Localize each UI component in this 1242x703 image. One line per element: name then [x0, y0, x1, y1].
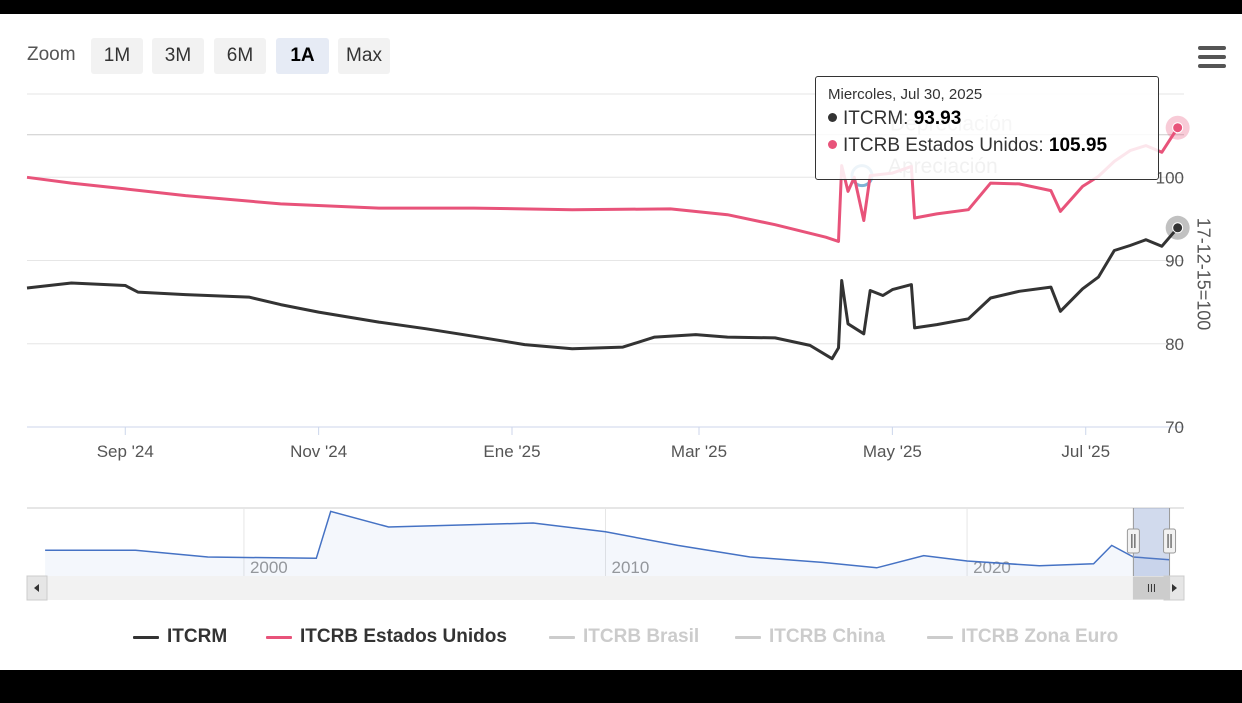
tooltip-row-itcrb-eeuu: ITCRB Estados Unidos: 105.95	[828, 132, 1146, 159]
navigator-area	[45, 511, 1170, 576]
legend-label: ITCRB China	[769, 626, 886, 647]
navigator-series-line	[45, 510, 1170, 569]
legend-swatch	[927, 635, 953, 639]
hamburger-menu-icon[interactable]	[1198, 46, 1226, 70]
zoom-1m-button[interactable]: 1M	[91, 38, 143, 74]
legend-item-itcrm[interactable]: ITCRM	[133, 622, 227, 652]
navigator-handle-right[interactable]	[1163, 528, 1177, 554]
legend-item-itcrb-estados-unidos[interactable]: ITCRB Estados Unidos	[266, 622, 507, 652]
tooltip-date: Miercoles, Jul 30, 2025	[828, 86, 983, 103]
series-dot-icon	[828, 140, 837, 149]
zoom-1a-button[interactable]: 1A	[276, 38, 329, 74]
caret-right-icon	[1172, 584, 1177, 592]
tooltip-series-name: ITCRB Estados Unidos	[843, 135, 1039, 156]
tooltip-series-name: ITCRM	[843, 108, 904, 129]
zoom-label: Zoom	[27, 44, 76, 65]
legend-item-itcrb-zona-euro[interactable]: ITCRB Zona Euro	[927, 622, 1118, 652]
hover-marker	[1172, 222, 1184, 234]
tooltip-series-value: 93.93	[913, 108, 962, 129]
tooltip: Miercoles, Jul 30, 2025 ITCRM: 93.93 ITC…	[815, 76, 1159, 180]
legend-item-itcrb-brasil[interactable]: ITCRB Brasil	[549, 622, 699, 652]
x-tick-label: Mar '25	[671, 442, 727, 461]
x-tick-label: Jul '25	[1061, 442, 1110, 461]
y-axis-title: 17-12-15=100	[1193, 218, 1213, 331]
series-line-itcrm	[26, 226, 1179, 361]
series-line-itcrb-estados-unidos	[26, 126, 1179, 243]
legend: ITCRM ITCRB Estados Unidos ITCRB Brasil …	[0, 622, 1242, 652]
zoom-6m-button[interactable]: 6M	[214, 38, 266, 74]
x-tick-label: Ene '25	[483, 442, 540, 461]
y-tick-label: 90	[1165, 252, 1184, 271]
y-tick-label: 100	[1156, 168, 1184, 187]
navigator-handle-left[interactable]	[1126, 528, 1140, 554]
navigator-year-label: 2010	[612, 558, 650, 577]
legend-label: ITCRB Estados Unidos	[300, 626, 507, 647]
x-tick-label: May '25	[863, 442, 922, 461]
legend-swatch	[266, 635, 292, 639]
x-tick-label: Nov '24	[290, 442, 347, 461]
legend-swatch	[549, 635, 575, 639]
y-tick-label: 70	[1165, 418, 1184, 437]
legend-swatch	[133, 635, 159, 639]
navigator-year-label: 2000	[250, 558, 288, 577]
y-tick-label: 80	[1165, 335, 1184, 354]
zoom-3m-button[interactable]: 3M	[152, 38, 204, 74]
legend-label: ITCRM	[167, 626, 228, 647]
legend-item-itcrb-china[interactable]: ITCRB China	[735, 622, 885, 652]
caret-left-icon	[34, 584, 39, 592]
hover-marker	[1172, 122, 1184, 134]
tooltip-row-itcrm: ITCRM: 93.93	[828, 105, 1146, 132]
scrollbar-track	[27, 576, 1184, 600]
legend-swatch	[735, 635, 761, 639]
legend-label: ITCRB Brasil	[583, 626, 700, 647]
series-dot-icon	[828, 113, 837, 122]
x-tick-label: Sep '24	[97, 442, 154, 461]
tooltip-series-value: 105.95	[1048, 135, 1108, 156]
legend-label: ITCRB Zona Euro	[961, 626, 1119, 647]
zoom-max-button[interactable]: Max	[338, 38, 390, 74]
